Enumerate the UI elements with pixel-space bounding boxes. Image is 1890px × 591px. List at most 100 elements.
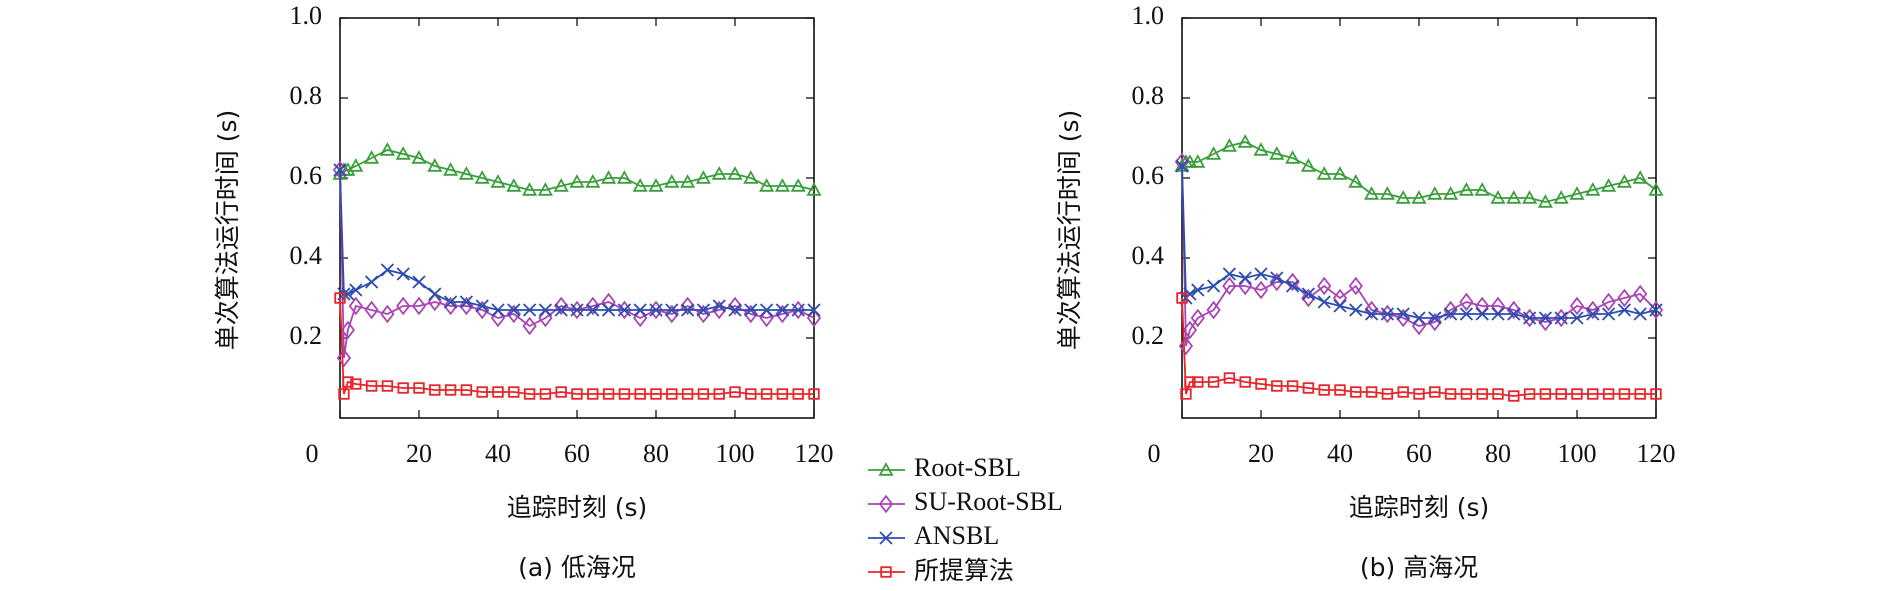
marker — [1350, 386, 1362, 398]
marker — [395, 146, 411, 160]
marker — [1601, 178, 1617, 192]
marker — [1633, 307, 1647, 321]
series-line — [1181, 141, 1657, 203]
marker — [1459, 307, 1474, 321]
marker — [381, 380, 394, 392]
marker — [1317, 276, 1332, 296]
marker — [1238, 271, 1252, 285]
marker — [522, 316, 537, 336]
x-tick-label: 20 — [1248, 439, 1274, 468]
marker — [1554, 308, 1569, 328]
marker — [1522, 308, 1537, 328]
marker — [1444, 388, 1457, 400]
marker — [412, 275, 426, 289]
marker — [1206, 279, 1221, 293]
marker — [555, 386, 567, 398]
marker — [348, 296, 363, 316]
marker — [711, 166, 727, 180]
marker — [1206, 300, 1221, 320]
marker — [585, 296, 600, 316]
marker — [379, 142, 395, 156]
marker — [790, 178, 806, 192]
legend-label: SU-Root-SBL — [914, 487, 1063, 516]
marker — [633, 308, 648, 328]
marker — [458, 166, 474, 180]
marker — [1255, 378, 1267, 390]
marker — [1586, 307, 1600, 321]
marker — [1332, 166, 1348, 180]
marker — [1178, 336, 1194, 356]
marker — [1632, 170, 1648, 184]
marker — [570, 303, 584, 317]
marker — [616, 170, 632, 184]
marker — [808, 388, 820, 400]
marker — [1364, 307, 1379, 321]
x-tick-label: 40 — [1327, 439, 1353, 468]
marker — [617, 300, 632, 320]
marker — [506, 304, 521, 324]
y-tick-label: 0.4 — [290, 241, 323, 270]
marker — [1474, 182, 1490, 196]
marker — [1601, 307, 1616, 321]
marker — [1617, 303, 1632, 317]
marker — [1553, 190, 1569, 204]
marker — [729, 386, 741, 398]
x-axis-label: 追踪时刻 (s) — [1349, 493, 1489, 522]
marker — [1348, 174, 1364, 188]
series-line — [339, 149, 815, 191]
marker — [695, 170, 711, 184]
marker — [338, 388, 350, 400]
marker — [760, 388, 773, 400]
marker — [1459, 292, 1474, 312]
marker — [1617, 288, 1632, 308]
marker — [728, 303, 742, 317]
marker — [1222, 276, 1237, 296]
marker — [411, 296, 427, 316]
marker — [364, 150, 380, 164]
legend-label: Root-SBL — [914, 453, 1021, 482]
caption: (b) 高海况 — [1360, 553, 1478, 582]
marker — [522, 303, 537, 317]
marker — [1571, 388, 1583, 400]
marker — [1302, 382, 1315, 394]
marker — [1522, 190, 1538, 204]
marker — [1587, 388, 1599, 400]
marker — [444, 384, 457, 396]
marker — [1221, 138, 1237, 152]
marker — [878, 494, 894, 514]
y-axis-label: 单次算法运行时间 (s) — [1055, 110, 1084, 350]
marker — [1380, 304, 1395, 324]
marker — [1569, 186, 1585, 200]
x-tick-label: 80 — [1485, 439, 1511, 468]
marker — [1190, 308, 1205, 328]
marker — [807, 303, 821, 317]
marker — [775, 303, 790, 317]
marker — [554, 296, 569, 316]
marker — [602, 388, 615, 400]
marker — [1180, 388, 1192, 400]
marker — [1443, 186, 1459, 200]
marker — [459, 295, 474, 309]
marker — [492, 386, 504, 398]
x-tick-label: 100 — [1558, 439, 1597, 468]
series-line — [1181, 165, 1657, 319]
marker — [1286, 380, 1299, 392]
marker — [650, 388, 662, 400]
marker — [1333, 299, 1347, 313]
marker — [1238, 276, 1253, 296]
marker — [1585, 182, 1601, 196]
marker — [1427, 312, 1442, 332]
marker — [1316, 166, 1332, 180]
marker — [1253, 142, 1269, 156]
marker — [601, 170, 617, 184]
y-tick-label: 0.8 — [1132, 81, 1165, 110]
marker — [727, 166, 743, 180]
marker — [743, 170, 759, 184]
y-tick-label: 0.4 — [1132, 241, 1165, 270]
x-tick-label: 120 — [1637, 439, 1676, 468]
marker — [396, 296, 411, 316]
marker — [1650, 388, 1662, 400]
y-tick-label: 0.6 — [1132, 161, 1165, 190]
marker — [476, 386, 488, 398]
marker — [429, 384, 441, 396]
